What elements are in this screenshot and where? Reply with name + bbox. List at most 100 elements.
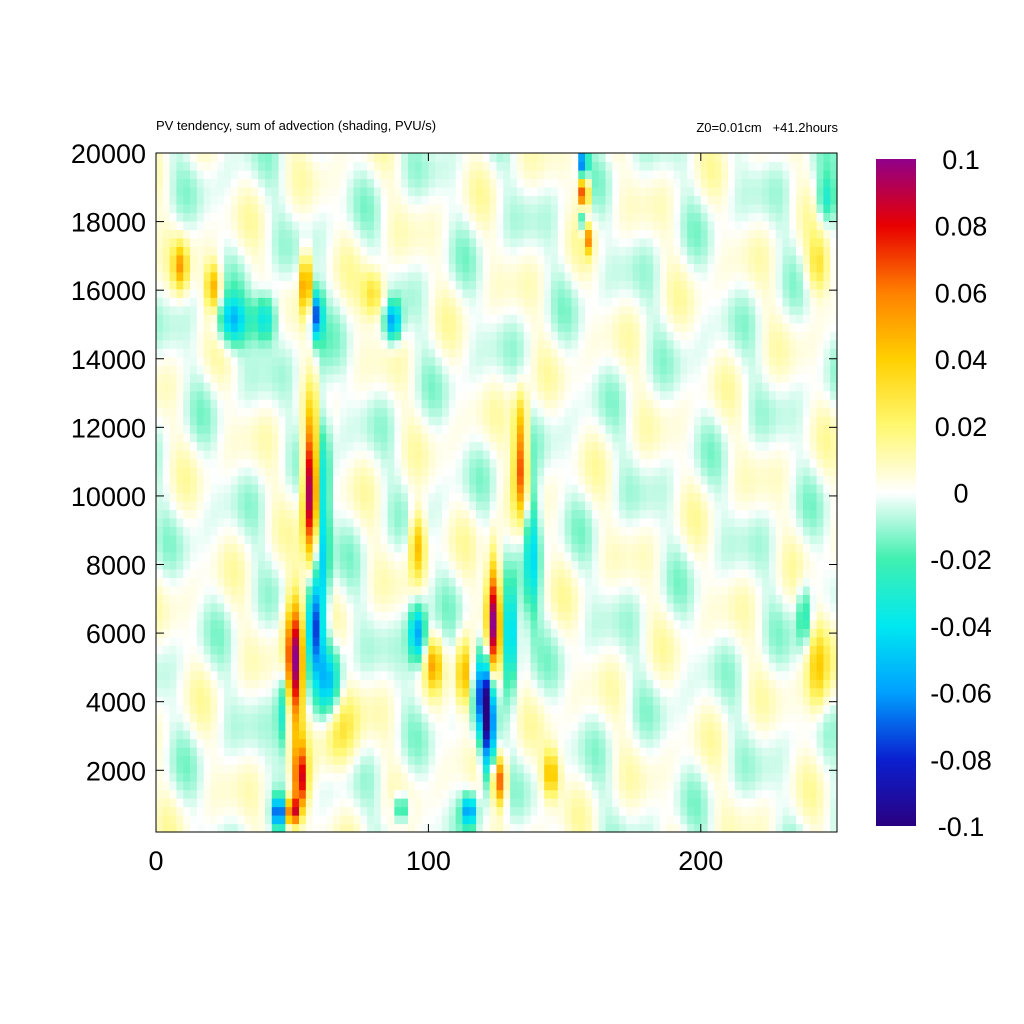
- heatmap-cell: [619, 441, 627, 451]
- heatmap-cell: [707, 577, 716, 587]
- heatmap-cell: [401, 517, 409, 528]
- heatmap-cell: [469, 636, 477, 646]
- heatmap-cell: [510, 526, 518, 536]
- heatmap-cell: [544, 696, 552, 706]
- heatmap-cell: [176, 772, 184, 782]
- heatmap-cell: [271, 534, 280, 545]
- heatmap-cell: [176, 619, 184, 629]
- heatmap-cell: [482, 509, 491, 519]
- heatmap-cell: [387, 662, 395, 672]
- heatmap-cell: [687, 594, 695, 604]
- heatmap-cell: [476, 704, 484, 714]
- heatmap-cell: [292, 696, 300, 706]
- heatmap-cell: [612, 755, 620, 765]
- heatmap-cell: [544, 704, 552, 714]
- heatmap-cell: [510, 619, 518, 629]
- heatmap-cell: [428, 730, 436, 740]
- heatmap-cell: [823, 509, 831, 519]
- heatmap-cell: [353, 713, 361, 723]
- heatmap-cell: [469, 653, 477, 663]
- heatmap-cell: [782, 568, 790, 578]
- heatmap-cell: [816, 789, 824, 799]
- heatmap-cell: [721, 628, 729, 638]
- heatmap-cell: [544, 764, 552, 774]
- heatmap-cell: [401, 594, 409, 604]
- heatmap-cell: [530, 475, 538, 485]
- heatmap-cell: [612, 628, 620, 638]
- heatmap-cell: [183, 823, 191, 833]
- heatmap-cell: [687, 721, 695, 731]
- heatmap-cell: [421, 738, 429, 748]
- heatmap-cell: [748, 713, 756, 723]
- heatmap-cell: [762, 781, 770, 791]
- heatmap-cell: [278, 517, 286, 528]
- heatmap-cell: [564, 560, 573, 570]
- heatmap-cell: [237, 416, 246, 426]
- heatmap-cell: [530, 815, 538, 825]
- heatmap-cell: [476, 687, 484, 697]
- heatmap-cell: [462, 755, 470, 765]
- heatmap-cell: [775, 484, 784, 494]
- heatmap-cell: [768, 568, 777, 578]
- heatmap-cell: [373, 653, 382, 663]
- heatmap-cell: [782, 458, 790, 468]
- heatmap-cell: [775, 636, 784, 646]
- heatmap-cell: [156, 602, 164, 612]
- heatmap-cell: [203, 500, 212, 511]
- heatmap-cell: [516, 492, 525, 502]
- heatmap-cell: [496, 704, 504, 714]
- heatmap-cell: [530, 696, 538, 706]
- heatmap-cell: [653, 704, 661, 714]
- heatmap-cell: [407, 679, 416, 689]
- heatmap-cell: [748, 492, 756, 502]
- heatmap-cell: [407, 602, 416, 612]
- heatmap-cell: [469, 772, 477, 782]
- heatmap-cell: [373, 738, 382, 748]
- heatmap-cell: [312, 806, 321, 816]
- heatmap-cell: [503, 416, 511, 426]
- heatmap-cell: [428, 585, 436, 595]
- heatmap-cell: [564, 670, 573, 680]
- heatmap-cell: [755, 611, 763, 621]
- heatmap-cell: [251, 747, 259, 757]
- heatmap-cell: [830, 611, 838, 621]
- heatmap-cell: [299, 815, 307, 825]
- heatmap-cell: [673, 747, 681, 757]
- heatmap-cell: [271, 441, 280, 451]
- heatmap-cell: [237, 772, 246, 782]
- heatmap-cell: [503, 568, 511, 578]
- heatmap-cell: [816, 534, 824, 545]
- heatmap-cell: [659, 534, 668, 545]
- heatmap-cell: [782, 492, 790, 502]
- heatmap-cell: [789, 424, 797, 434]
- heatmap-cell: [326, 560, 334, 570]
- heatmap-cell: [816, 424, 824, 434]
- heatmap-cell: [741, 475, 750, 485]
- heatmap-cell: [823, 687, 831, 697]
- heatmap-cell: [830, 424, 838, 434]
- heatmap-cell: [802, 551, 811, 561]
- heatmap-cell: [414, 781, 423, 791]
- heatmap-cell: [299, 645, 307, 655]
- heatmap-cell: [796, 670, 804, 680]
- heatmap-cell: [169, 424, 178, 434]
- heatmap-cell: [156, 568, 164, 578]
- heatmap-cell: [659, 772, 668, 782]
- heatmap-cell: [237, 500, 246, 511]
- heatmap-cell: [748, 534, 756, 545]
- heatmap-cell: [802, 424, 811, 434]
- heatmap-cell: [646, 407, 654, 417]
- heatmap-cell: [217, 747, 225, 757]
- heatmap-cell: [230, 823, 239, 833]
- heatmap-cell: [428, 602, 436, 612]
- heatmap-cell: [230, 662, 239, 672]
- heatmap-cell: [421, 619, 429, 629]
- heatmap-cell: [789, 721, 797, 731]
- heatmap-cell: [407, 458, 416, 468]
- heatmap-cell: [339, 407, 348, 417]
- heatmap-cell: [721, 407, 729, 417]
- heatmap-cell: [768, 560, 777, 570]
- heatmap-cell: [550, 730, 559, 740]
- heatmap-cell: [414, 730, 423, 740]
- heatmap-cell: [353, 594, 361, 604]
